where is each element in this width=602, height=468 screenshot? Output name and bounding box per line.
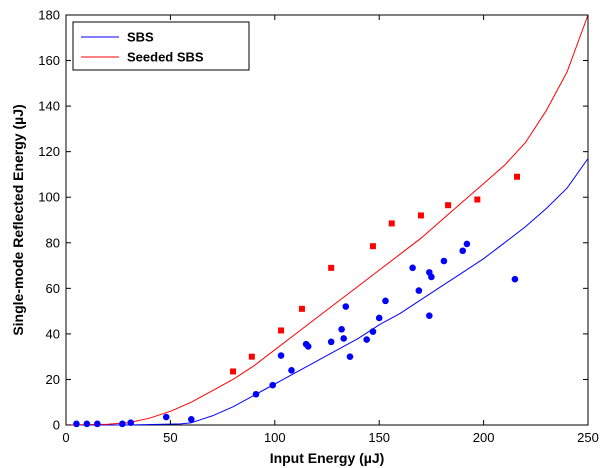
y-tick-label: 20: [46, 372, 60, 387]
y-tick-label: 40: [46, 326, 60, 341]
series-layer: [65, 14, 589, 428]
data-point-square: [514, 173, 521, 180]
data-point-circle: [277, 352, 285, 359]
data-point-square: [328, 264, 335, 271]
x-axis-title: Input Energy (µJ): [270, 450, 385, 466]
plot-area: [65, 14, 589, 426]
x-tick-label: 200: [473, 430, 495, 445]
data-point-circle: [94, 420, 101, 428]
data-point-circle: [415, 287, 423, 294]
data-point-circle: [73, 420, 80, 428]
data-point-square: [445, 202, 452, 209]
data-point-circle: [409, 264, 416, 272]
legend-box: [72, 21, 250, 71]
y-tick-label: 160: [38, 53, 60, 68]
data-point-circle: [426, 312, 433, 319]
data-point-circle: [342, 303, 350, 310]
y-tick-label: 80: [46, 235, 60, 250]
data-point-circle: [440, 257, 448, 265]
data-point-circle: [288, 367, 295, 374]
legend: SBS Seeded SBS: [72, 21, 250, 71]
x-tick-label: 50: [163, 430, 177, 445]
x-tick-label: 250: [577, 430, 599, 445]
data-point-circle: [459, 247, 467, 255]
y-tick-label: 0: [53, 418, 60, 433]
data-point-circle: [363, 336, 370, 343]
data-point-square: [248, 353, 255, 360]
y-axis-title: Single-mode Reflected Energy (µJ): [10, 104, 26, 335]
data-point-circle: [304, 343, 312, 350]
x-tick-label: 0: [62, 430, 69, 445]
y-tick-label: 60: [46, 281, 60, 296]
data-point-circle: [511, 275, 519, 283]
x-tick-label: 150: [368, 430, 390, 445]
data-point-circle: [162, 413, 170, 421]
data-point-square: [474, 196, 481, 203]
data-point-circle: [428, 273, 435, 281]
data-point-circle: [127, 419, 135, 427]
data-point-circle: [269, 381, 277, 389]
data-point-square: [230, 368, 237, 375]
data-point-square: [417, 212, 424, 219]
y-tick-label: 100: [38, 190, 60, 205]
data-point-square: [278, 327, 285, 334]
x-tick-label: 100: [264, 430, 286, 445]
data-point-circle: [346, 353, 354, 360]
data-point-square: [388, 220, 395, 227]
y-tick-label: 180: [38, 8, 60, 23]
series-line-seeded-sbs: [65, 14, 589, 426]
x-axis-ticks: 0 50 100 150 200 250: [62, 15, 599, 445]
data-point-circle: [252, 390, 260, 398]
data-point-circle: [327, 338, 335, 346]
legend-label-sbs: SBS: [127, 30, 154, 45]
series-line-sbs: [66, 158, 589, 426]
data-point-square: [369, 243, 376, 250]
plot-border: [65, 14, 589, 426]
data-point-circle: [338, 326, 345, 333]
data-point-circle: [187, 416, 195, 423]
data-point-circle: [375, 314, 383, 322]
data-point-circle: [463, 240, 471, 248]
data-point-square: [298, 305, 305, 312]
data-point-circle: [382, 297, 389, 305]
data-point-circle: [83, 420, 91, 428]
legend-label-seeded-sbs: Seeded SBS: [127, 50, 204, 65]
y-tick-label: 120: [38, 144, 60, 159]
y-axis-ticks: 0 20 40 60 80 100 120 140 160 180: [38, 8, 588, 433]
data-point-circle: [119, 420, 126, 428]
y-tick-label: 140: [38, 99, 60, 114]
data-point-circle: [340, 335, 348, 342]
data-point-circle: [369, 328, 377, 335]
